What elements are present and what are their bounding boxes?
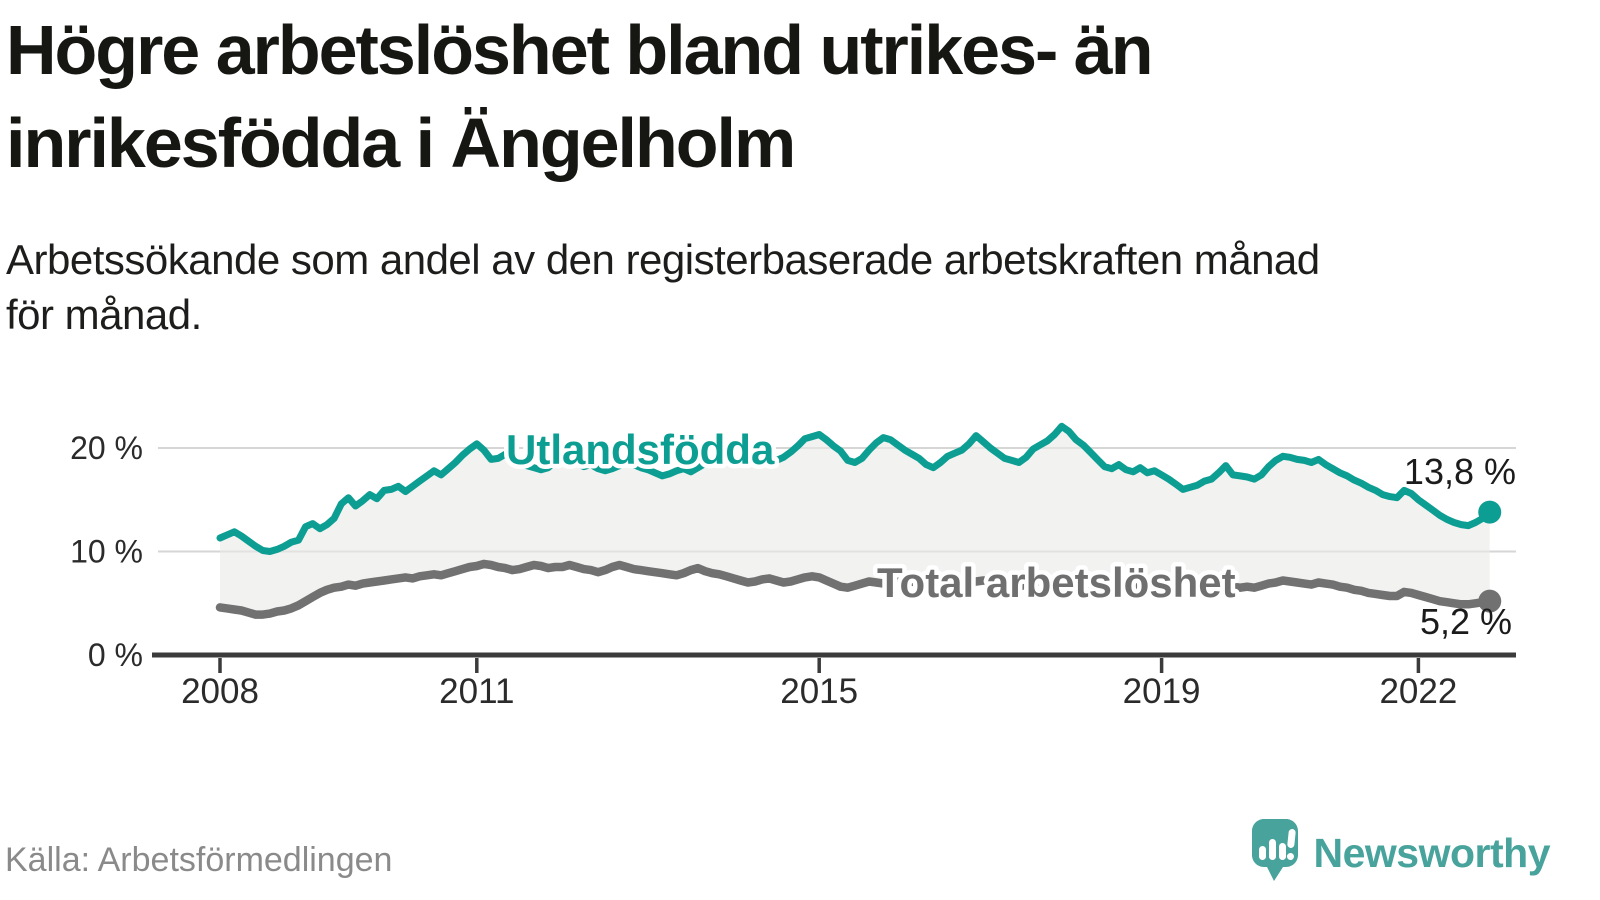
x-tick-label-2015: 2015 — [780, 672, 858, 711]
chart-subtitle: Arbetssökande som andel av den registerb… — [6, 232, 1566, 342]
chart-subtitle-line1: Arbetssökande som andel av den registerb… — [6, 236, 1320, 283]
chart-title-line2: inrikesfödda i Ängelholm — [6, 104, 796, 182]
series-label-utlandsfodda: Utlandsfödda — [506, 426, 775, 473]
series-line-1 — [215, 559, 1494, 619]
logo-exclamation-bar — [1286, 829, 1296, 848]
chart-subtitle-line2: för månad. — [6, 291, 202, 338]
x-tick-label-2022: 2022 — [1379, 672, 1457, 711]
series-lines — [215, 422, 1502, 619]
series-line-0 — [216, 422, 1494, 555]
x-axis — [152, 652, 1516, 673]
band-between-series — [220, 426, 1490, 615]
y-tick-label-10: 10 % — [70, 534, 143, 570]
x-tick-label-2008: 2008 — [181, 672, 259, 711]
logo-bar-2 — [1268, 839, 1276, 860]
x-axis-labels: 2008 2011 2015 2019 2022 — [181, 672, 1457, 711]
series-label-total: Total arbetslöshet — [877, 559, 1236, 606]
newsworthy-brand: Newsworthy — [1250, 818, 1551, 888]
y-tick-label-20: 20 % — [70, 430, 143, 466]
x-tick-label-2019: 2019 — [1123, 672, 1201, 711]
source-credit: Källa: Arbetsförmedlingen — [5, 841, 393, 879]
newsworthy-wordmark: Newsworthy — [1313, 829, 1551, 876]
x-tick-label-2011: 2011 — [439, 672, 514, 711]
series-end-dot-1 — [1478, 589, 1502, 613]
y-axis-labels: 20 % 10 % 0 % — [70, 430, 143, 673]
y-tick-label-0: 0 % — [88, 637, 143, 673]
chart-title-line1: Högre arbetslöshet bland utrikes- än — [6, 11, 1153, 89]
chart-title: Högre arbetslöshet bland utrikes- än inr… — [6, 4, 1566, 190]
logo-exclamation-dot — [1286, 853, 1294, 860]
newsworthy-logo-icon — [1251, 819, 1298, 881]
end-value-label-utlandsfodda: 13,8 % — [1404, 451, 1516, 492]
logo-bar-1 — [1258, 846, 1266, 860]
end-value-label-total: 5,2 % — [1420, 601, 1512, 642]
series-end-dot-0 — [1478, 500, 1502, 524]
logo-bar-3 — [1278, 843, 1286, 860]
